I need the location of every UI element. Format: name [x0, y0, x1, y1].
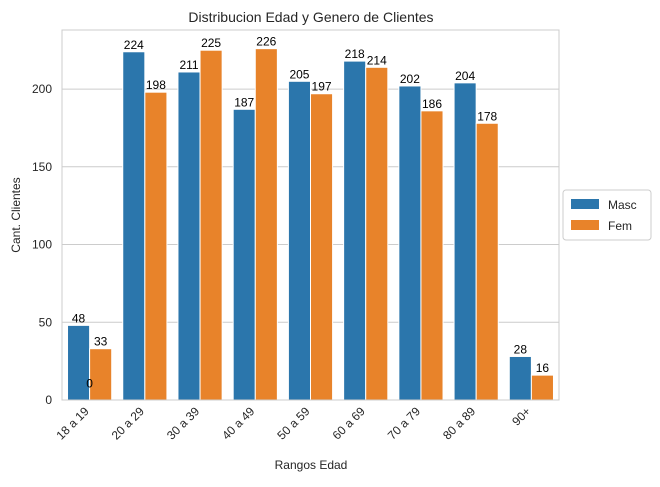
bar-fem	[420, 110, 444, 401]
y-tick-label: 200	[32, 82, 52, 96]
bar-value-label: 218	[345, 47, 365, 61]
x-tick-label: 40 a 49	[219, 404, 257, 442]
bar-fem	[530, 374, 554, 401]
legend-label-masc: Masc	[608, 198, 637, 212]
legend-swatch-masc	[571, 199, 599, 209]
x-tick-label: 50 a 59	[274, 404, 312, 442]
bar-masc	[343, 60, 367, 401]
x-tick-label: 18 a 19	[54, 404, 92, 442]
x-tick-label: 90+	[509, 404, 533, 428]
bar-fem	[475, 122, 499, 401]
bar-masc	[287, 80, 311, 401]
y-tick-label: 100	[32, 238, 52, 252]
chart-title: Distribucion Edad y Genero de Clientes	[188, 9, 433, 25]
y-axis-label: Cant. Clientes	[9, 177, 23, 252]
bar-masc	[177, 71, 201, 401]
bar-fem	[254, 48, 278, 401]
x-tick-label: 20 a 29	[109, 404, 147, 442]
bar-value-label: 214	[367, 53, 387, 67]
bar-value-label: 16	[536, 361, 550, 375]
x-tick-label: 60 a 69	[330, 404, 368, 442]
x-tick-label: 80 a 89	[440, 404, 478, 442]
legend-box	[562, 189, 652, 241]
bar-fem	[199, 49, 223, 401]
bars	[67, 48, 554, 401]
y-tick-label: 50	[39, 315, 53, 329]
bar-value-label: 33	[94, 335, 108, 349]
plot-frame	[61, 29, 560, 401]
bar-fem	[144, 91, 168, 401]
bar-value-label: 198	[146, 78, 166, 92]
bar-value-label: 204	[455, 69, 475, 83]
bar-value-label: 225	[201, 36, 221, 50]
bar-fem	[310, 93, 334, 401]
x-axis-label: Rangos Edad	[275, 458, 348, 472]
bar-value-label: 202	[400, 72, 420, 86]
bar-value-label: 226	[256, 35, 276, 49]
legend-swatch-fem	[571, 220, 599, 230]
bar-masc	[508, 355, 532, 401]
bar-value-label: 224	[124, 38, 144, 52]
bar-value-label: 197	[312, 80, 332, 94]
bar-masc	[398, 85, 422, 401]
bar-value-label: 178	[477, 109, 497, 123]
bar-masc	[453, 82, 477, 401]
bar-value-label: 205	[289, 67, 309, 81]
legend-label-fem: Fem	[608, 219, 632, 233]
legend: Masc Fem	[562, 189, 652, 241]
bar-fem	[89, 348, 113, 401]
bar-fem	[365, 66, 389, 401]
x-tick-label: 30 a 39	[164, 404, 202, 442]
bar-value-label: 186	[422, 97, 442, 111]
y-tick-label: 150	[32, 160, 52, 174]
y-tick-label: 0	[45, 393, 52, 407]
bar-masc	[122, 51, 146, 401]
bar-value-label: 211	[179, 58, 198, 72]
bar-masc	[232, 108, 256, 401]
bar-value-label: 48	[72, 311, 86, 325]
annotation-label: 0	[86, 377, 93, 391]
bar-value-label: 28	[514, 342, 528, 356]
x-tick-label: 70 a 79	[385, 404, 423, 442]
bar-value-label: 187	[234, 95, 254, 109]
